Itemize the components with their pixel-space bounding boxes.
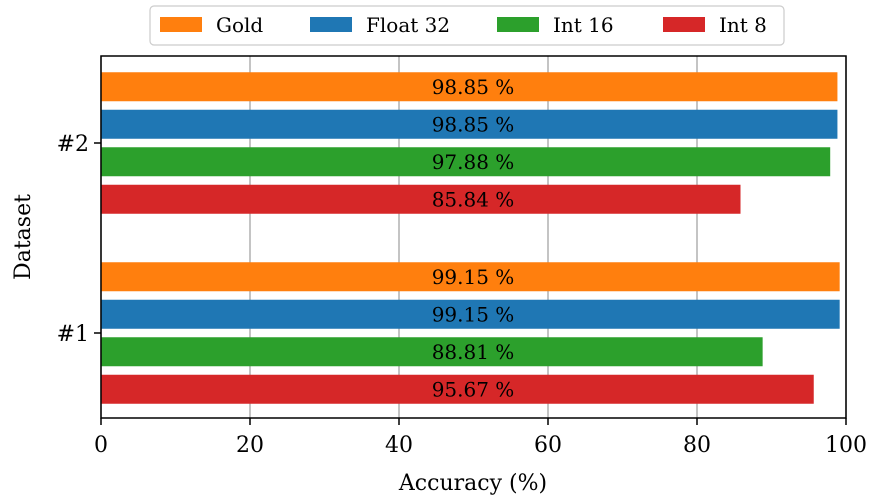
x-tick-label: 0 [94, 433, 108, 458]
bar [101, 72, 838, 102]
bar [101, 109, 838, 139]
bar [101, 299, 840, 329]
bar-value-label: 85.84 % [432, 187, 515, 211]
x-tick-label: 100 [825, 433, 867, 458]
x-axis-ticks: 0 20 40 60 80 100 [94, 418, 867, 458]
x-tick-label: 20 [236, 433, 264, 458]
x-tick-label: 80 [683, 433, 711, 458]
bar-labels-group: 99.15 % 99.15 % 88.81 % 95.67 % 98.85 % 98.85… [432, 75, 515, 402]
bar-value-label: 99.15 % [432, 265, 515, 289]
legend-swatch [310, 17, 352, 32]
legend-entry-label: Float 32 [366, 13, 450, 37]
y-tick-label: #1 [57, 322, 89, 347]
legend-swatch [663, 17, 705, 32]
y-tick-label: #2 [57, 132, 89, 157]
bar [101, 262, 840, 292]
bar [101, 374, 814, 404]
bars-group [101, 72, 840, 404]
bar-value-label: 97.88 % [432, 150, 515, 174]
bar-value-label: 98.85 % [432, 75, 515, 99]
x-tick-label: 60 [534, 433, 562, 458]
legend-swatch [497, 17, 539, 32]
x-axis-label: Accuracy (%) [398, 471, 547, 496]
legend: Gold Float 32 Int 16 Int 8 [149, 5, 785, 46]
y-axis-ticks: #1 #2 [57, 132, 101, 347]
y-axis-label: Dataset [11, 194, 36, 280]
bar-value-label: 88.81 % [432, 340, 515, 364]
bar [101, 337, 763, 367]
plot-frame [100, 55, 847, 419]
legend-entry-label: Int 16 [553, 13, 614, 37]
legend-entry-label: Int 8 [719, 13, 767, 37]
x-tick-label: 40 [385, 433, 413, 458]
bar-value-label: 98.85 % [432, 112, 515, 136]
legend-frame [149, 5, 785, 46]
bar-value-label: 99.15 % [432, 302, 515, 326]
legend-swatch [160, 17, 202, 32]
bar-value-label: 95.67 % [432, 377, 515, 401]
bar [101, 147, 831, 177]
legend-entry-label: Gold [216, 13, 263, 37]
bar [101, 184, 741, 214]
